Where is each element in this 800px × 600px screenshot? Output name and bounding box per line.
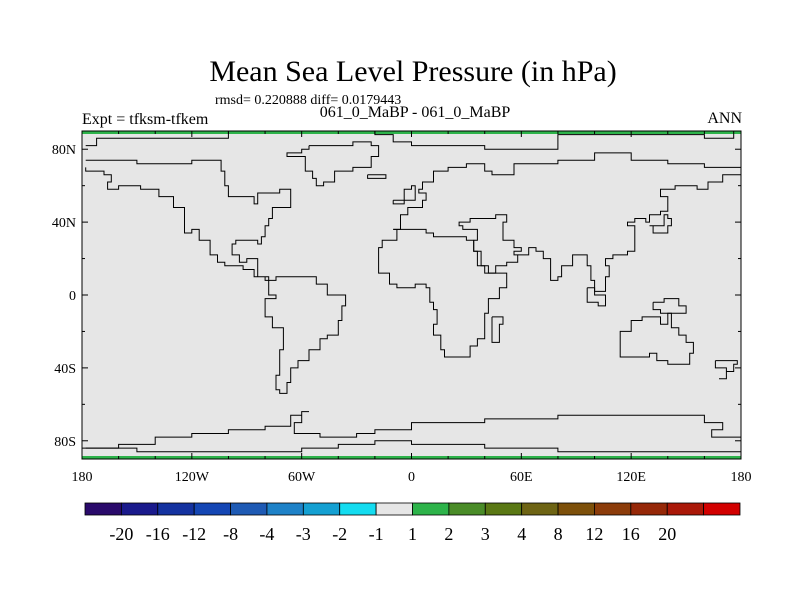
colorbar-box-6: [302, 502, 341, 516]
colorbar-label-13: 12: [585, 524, 603, 544]
coastline-8: [458, 214, 522, 274]
colorbar-label-10: 3: [481, 524, 490, 544]
y-tick-label-1: 40N: [52, 216, 76, 231]
field-fill: [82, 131, 741, 459]
coastline-4: [392, 185, 416, 205]
colorbar-box-7: [339, 502, 377, 516]
colorbar-box-1: [120, 502, 159, 516]
colorbar-label-3: -8: [223, 524, 238, 544]
coastline-13: [652, 298, 687, 314]
x-tick-label-1: 120W: [175, 470, 210, 485]
colorbar-box-9: [412, 502, 450, 516]
coastline-12: [619, 312, 694, 365]
axis-ticks: 180 120W 60W 0 60E 120E 180 80N 40N 0 40S 80S: [52, 131, 752, 485]
colorbar-label-14: 16: [622, 524, 640, 544]
colorbar-box-15: [630, 502, 668, 516]
colorbar-box-4: [230, 502, 268, 516]
colorbar-box-3: [193, 502, 231, 516]
x-tick-label-4: 60E: [510, 470, 533, 485]
colorbar-box-17: [703, 502, 741, 516]
colorbar-label-8: 1: [408, 524, 417, 544]
coastline-10: [586, 287, 606, 307]
colorbar-box-12: [521, 502, 559, 516]
coastline-5: [393, 152, 742, 230]
x-tick-label-5: 120E: [616, 470, 646, 485]
colorbar-label-7: -1: [369, 524, 384, 544]
y-tick-label-2: 0: [69, 289, 76, 304]
x-tick-label-3: 0: [408, 470, 415, 485]
colorbar-label-11: 4: [517, 524, 526, 544]
season-label: ANN: [707, 110, 742, 127]
x-tick-label-0: 180: [72, 470, 93, 485]
colorbar: -20 -16 -12 -8 -4 -3 -2 -1 1 2 3 4 8 12 16 20: [84, 502, 741, 544]
colorbar-box-2: [157, 502, 195, 516]
experiment-label: Expt = tfksm-tfkem: [82, 111, 209, 128]
coastline-2: [286, 141, 380, 187]
colorbar-label-2: -12: [182, 524, 206, 544]
colorbar-label-0: -20: [109, 524, 133, 544]
coastline-14: [714, 360, 738, 380]
subtitle-period: 061_0_MaBP - 061_0_MaBP: [319, 104, 511, 121]
colorbar-label-1: -16: [146, 524, 170, 544]
colorbar-box-8: [375, 502, 413, 516]
colorbar-box-5: [266, 502, 304, 516]
coastline-9: [517, 174, 741, 292]
coastline-1: [85, 159, 347, 394]
chart-title: Mean Sea Level Pressure (in hPa): [209, 55, 617, 88]
coastline-0: [85, 130, 735, 150]
x-tick-label-2: 60W: [288, 470, 316, 485]
x-tick-label-6: 180: [731, 470, 752, 485]
colorbar-label-12: 8: [554, 524, 563, 544]
colorbar-box-13: [557, 502, 595, 516]
map-plot: [82, 131, 741, 459]
colorbar-label-6: -2: [332, 524, 347, 544]
colorbar-box-16: [666, 502, 705, 516]
colorbar-label-4: -4: [259, 524, 274, 544]
rmsd-diff-stats: rmsd= 0.220888 diff= 0.0179443: [215, 93, 402, 108]
coastline-3: [367, 174, 387, 179]
y-tick-label-3: 40S: [54, 362, 76, 377]
colorbar-label-5: -3: [296, 524, 311, 544]
colorbar-box-14: [594, 502, 632, 516]
coastline-7: [491, 316, 504, 343]
coastline-11: [649, 214, 672, 234]
y-tick-label-0: 80N: [52, 143, 76, 158]
y-tick-label-4: 80S: [54, 435, 76, 450]
coastline-15: [82, 411, 742, 449]
colorbar-box-0: [84, 502, 122, 516]
colorbar-label-9: 2: [444, 524, 453, 544]
coastline-16: [85, 440, 742, 453]
colorbar-box-11: [484, 502, 523, 516]
colorbar-label-15: 20: [658, 524, 676, 544]
colorbar-box-10: [448, 502, 486, 516]
